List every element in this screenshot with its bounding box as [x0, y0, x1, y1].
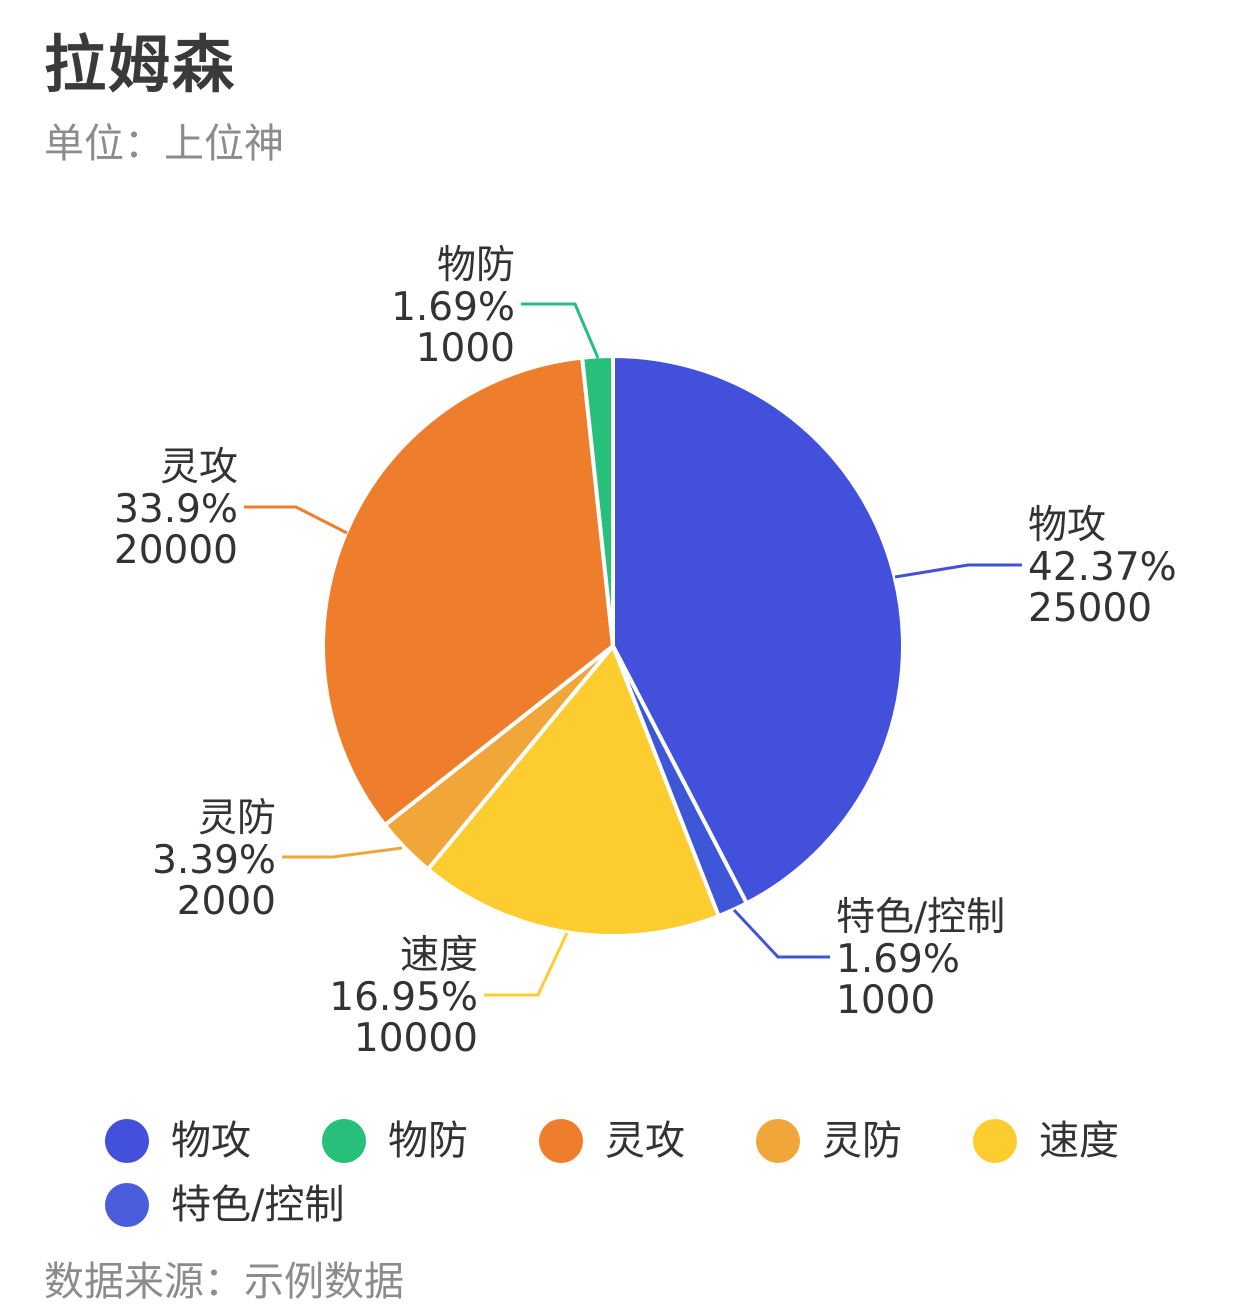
legend-item-6[interactable]: 特色/控制	[105, 1182, 344, 1228]
data-source-note: 数据来源：示例数据	[44, 1259, 404, 1305]
legend-swatch	[105, 1183, 149, 1227]
pie-chart: 物攻42.37%25000特色/控制1.69%1000速度16.95%10000…	[114, 243, 1177, 1061]
legend-label: 灵防	[822, 1118, 902, 1164]
slice-label-value-2: 1000	[836, 978, 935, 1023]
slice-label-name-6: 物防	[437, 243, 515, 288]
chart-subtitle: 单位：上位神	[44, 121, 284, 167]
legend-item-3[interactable]: 灵攻	[539, 1118, 756, 1164]
legend-item-5[interactable]: 速度	[973, 1118, 1190, 1164]
chart-title: 拉姆森	[44, 28, 237, 101]
slice-label-percent-4: 3.39%	[152, 838, 276, 883]
pie-leader-lines	[244, 302, 1022, 997]
slice-label-name-2: 特色/控制	[836, 895, 1005, 940]
legend-swatch	[322, 1119, 366, 1163]
legend-item-2[interactable]: 物防	[322, 1118, 539, 1164]
slice-label-name-5: 灵攻	[160, 445, 238, 490]
legend-item-1[interactable]: 物攻	[105, 1118, 322, 1164]
legend-item-4[interactable]: 灵防	[756, 1118, 973, 1164]
slice-label-name-4: 灵防	[198, 796, 276, 841]
slice-label-percent-3: 16.95%	[329, 975, 478, 1020]
slice-label-value-3: 10000	[354, 1016, 478, 1061]
legend-label: 灵攻	[605, 1118, 685, 1164]
legend-swatch	[539, 1119, 583, 1163]
leader-line-3	[484, 932, 569, 997]
slice-label-percent-6: 1.69%	[391, 285, 515, 330]
leader-line-1	[894, 563, 1022, 579]
legend-label: 特色/控制	[171, 1182, 345, 1228]
legend-swatch	[973, 1119, 1017, 1163]
slice-label-value-6: 1000	[416, 326, 515, 371]
slice-label-percent-2: 1.69%	[836, 937, 960, 982]
chart-legend: 物攻 物防 灵攻 灵防 速度特色/控制	[105, 1118, 1205, 1228]
slice-label-value-5: 20000	[114, 528, 238, 573]
slice-label-percent-5: 33.9%	[114, 487, 238, 532]
legend-swatch	[756, 1119, 800, 1163]
leader-line-5	[244, 505, 348, 535]
legend-label: 物攻	[171, 1118, 251, 1164]
pie-slices	[321, 353, 905, 938]
leader-line-2	[732, 908, 830, 959]
slice-label-value-1: 25000	[1028, 586, 1152, 631]
slice-label-name-3: 速度	[400, 933, 478, 978]
pie-labels: 物攻42.37%25000特色/控制1.69%1000速度16.95%10000…	[114, 243, 1177, 1061]
legend-swatch	[105, 1119, 149, 1163]
legend-label: 物防	[388, 1118, 468, 1164]
pie-slice-1[interactable]	[611, 354, 905, 906]
slice-label-percent-1: 42.37%	[1028, 545, 1177, 590]
legend-label: 速度	[1039, 1118, 1119, 1164]
pie-slice-3[interactable]	[425, 644, 721, 938]
slice-label-name-1: 物攻	[1028, 503, 1106, 548]
slice-label-value-4: 2000	[177, 879, 276, 924]
leader-line-4	[282, 846, 403, 859]
leader-line-6	[521, 302, 600, 359]
